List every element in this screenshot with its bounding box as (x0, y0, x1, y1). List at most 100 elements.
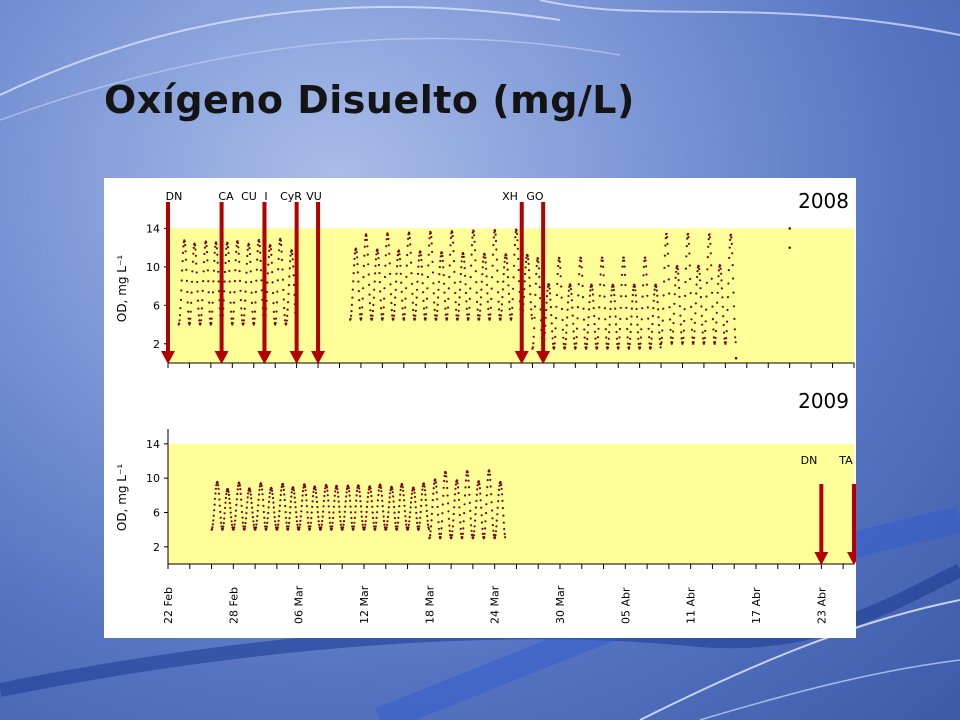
data-point (310, 511, 313, 514)
data-point (288, 275, 291, 278)
data-point (225, 247, 228, 250)
data-point (463, 494, 467, 497)
data-point (261, 493, 264, 496)
data-point (669, 328, 672, 331)
data-point (481, 527, 484, 530)
data-point (278, 515, 281, 518)
data-point (259, 259, 262, 262)
data-point (237, 484, 240, 487)
data-point (301, 499, 304, 502)
data-point (551, 342, 555, 345)
data-point (362, 276, 365, 279)
data-point (244, 290, 247, 293)
data-point (634, 294, 637, 297)
data-point (642, 284, 645, 287)
data-point (327, 505, 330, 508)
data-point (615, 330, 618, 334)
data-point (378, 281, 381, 284)
data-point (435, 314, 438, 317)
data-point (325, 486, 329, 489)
data-point (433, 301, 436, 304)
data-point (288, 517, 291, 520)
data-point (476, 484, 479, 487)
data-point (576, 317, 579, 320)
data-point (399, 272, 402, 275)
data-point (208, 310, 211, 313)
data-point (483, 536, 486, 539)
data-point (220, 525, 223, 528)
data-point (196, 299, 200, 302)
data-point (607, 337, 610, 340)
data-point (236, 488, 239, 491)
data-point (582, 307, 585, 310)
data-point (587, 308, 591, 311)
data-point (508, 308, 511, 311)
data-point (626, 342, 630, 345)
data-point (676, 268, 679, 271)
data-point (428, 237, 431, 240)
data-point (218, 498, 221, 501)
data-point (690, 318, 693, 321)
data-point (406, 528, 410, 531)
data-point (398, 505, 401, 508)
data-point (375, 521, 378, 524)
data-point (379, 486, 383, 489)
data-point (503, 260, 506, 263)
year-label-2009: 2009 (798, 389, 849, 413)
arrow-label-DN: DN (166, 190, 183, 203)
data-point (618, 327, 622, 331)
data-point (349, 317, 352, 320)
data-point (185, 268, 188, 271)
data-point (584, 342, 587, 345)
data-point (254, 528, 257, 531)
data-point (474, 259, 477, 262)
panel-band-2009 (168, 443, 854, 564)
data-point (299, 519, 302, 522)
data-point (578, 265, 581, 268)
data-point (227, 488, 230, 491)
data-point (632, 288, 635, 292)
data-point (634, 289, 637, 292)
data-point (732, 305, 736, 308)
data-point (605, 336, 608, 339)
data-point (592, 307, 595, 310)
data-point (214, 241, 218, 244)
data-point (271, 489, 274, 492)
data-point (212, 514, 215, 517)
data-point (234, 514, 237, 517)
data-point (385, 526, 388, 529)
data-point (332, 505, 335, 508)
data-point (596, 336, 600, 339)
data-point (435, 485, 438, 488)
data-point (363, 245, 366, 248)
data-point (416, 525, 419, 528)
data-point (452, 519, 455, 522)
data-point (499, 317, 502, 320)
data-point (244, 517, 248, 520)
data-point (644, 256, 647, 259)
data-point (212, 519, 215, 522)
data-point (250, 280, 253, 284)
data-point (291, 252, 294, 256)
data-point (211, 301, 214, 304)
data-point (428, 244, 431, 247)
data-point (396, 525, 399, 528)
data-point (202, 261, 206, 264)
data-point (383, 275, 386, 279)
data-point (623, 273, 627, 276)
data-point (345, 487, 349, 490)
data-point (496, 269, 499, 272)
data-point (640, 318, 643, 321)
data-point (366, 495, 369, 499)
data-point (318, 526, 321, 529)
data-point (596, 342, 599, 345)
data-point (338, 505, 341, 508)
data-point (467, 313, 471, 316)
data-point (279, 499, 282, 502)
data-point (415, 296, 418, 299)
data-point (321, 515, 324, 518)
data-point (356, 271, 359, 274)
arrowhead-GO (536, 351, 551, 364)
data-point (732, 291, 735, 294)
data-point (630, 307, 634, 310)
